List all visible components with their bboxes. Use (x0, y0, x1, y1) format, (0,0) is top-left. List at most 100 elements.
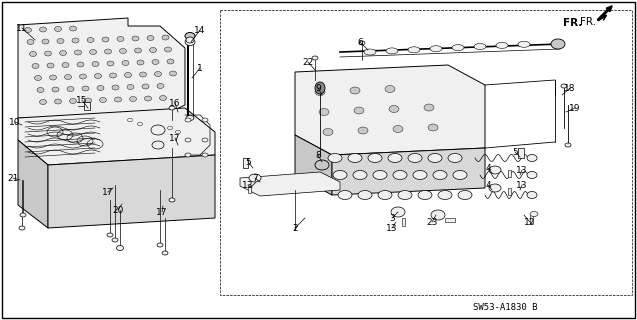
Ellipse shape (129, 97, 136, 101)
Ellipse shape (67, 86, 74, 92)
Ellipse shape (169, 71, 176, 76)
Ellipse shape (398, 190, 412, 199)
Bar (530, 215, 533, 223)
Ellipse shape (82, 86, 89, 91)
Ellipse shape (99, 98, 106, 102)
Ellipse shape (202, 138, 208, 142)
Ellipse shape (59, 51, 66, 55)
Bar (84, 102, 90, 110)
Bar (508, 170, 511, 177)
Ellipse shape (87, 37, 94, 43)
Ellipse shape (42, 39, 49, 44)
Ellipse shape (315, 89, 325, 95)
Text: 17: 17 (103, 188, 114, 196)
Ellipse shape (20, 213, 26, 217)
Ellipse shape (458, 190, 472, 199)
Ellipse shape (120, 49, 127, 53)
Ellipse shape (34, 76, 41, 81)
Ellipse shape (162, 35, 169, 40)
Bar (402, 218, 405, 226)
Ellipse shape (430, 46, 442, 52)
Ellipse shape (315, 82, 325, 94)
Ellipse shape (489, 184, 501, 192)
Ellipse shape (388, 154, 402, 163)
Ellipse shape (202, 153, 208, 157)
Ellipse shape (72, 38, 79, 43)
Text: 15: 15 (76, 95, 88, 105)
Bar (518, 148, 524, 158)
Ellipse shape (145, 96, 152, 101)
Ellipse shape (115, 97, 122, 102)
Ellipse shape (80, 74, 87, 79)
Text: 23: 23 (426, 218, 438, 227)
Polygon shape (295, 65, 485, 155)
Ellipse shape (551, 39, 565, 49)
Polygon shape (295, 135, 332, 195)
Text: 21: 21 (7, 173, 18, 182)
Ellipse shape (39, 100, 47, 105)
Ellipse shape (393, 125, 403, 132)
Ellipse shape (353, 171, 367, 180)
Ellipse shape (565, 143, 571, 147)
Ellipse shape (333, 171, 347, 180)
Ellipse shape (69, 26, 76, 31)
Ellipse shape (185, 153, 191, 157)
Polygon shape (18, 18, 185, 118)
Text: 3: 3 (389, 213, 395, 222)
Ellipse shape (408, 154, 422, 163)
Text: SW53-A1830 B: SW53-A1830 B (473, 303, 537, 313)
Ellipse shape (62, 62, 69, 68)
Ellipse shape (137, 60, 144, 65)
Ellipse shape (134, 48, 141, 53)
Ellipse shape (496, 43, 508, 48)
Ellipse shape (90, 50, 96, 54)
Ellipse shape (328, 154, 342, 163)
Ellipse shape (152, 141, 164, 149)
Ellipse shape (413, 171, 427, 180)
Ellipse shape (159, 95, 166, 100)
Ellipse shape (348, 154, 362, 163)
Bar (243, 158, 248, 168)
Text: 17: 17 (169, 133, 181, 142)
Ellipse shape (428, 154, 442, 163)
Text: 13: 13 (386, 223, 397, 233)
Ellipse shape (151, 125, 165, 135)
Text: 16: 16 (169, 99, 181, 108)
Text: 5: 5 (512, 148, 518, 156)
Text: FR.: FR. (562, 18, 582, 28)
Text: 10: 10 (10, 117, 21, 126)
Ellipse shape (408, 47, 420, 53)
Bar (248, 186, 251, 193)
Ellipse shape (186, 37, 194, 43)
Ellipse shape (32, 63, 39, 68)
Ellipse shape (39, 27, 47, 32)
Bar (445, 218, 455, 222)
Text: 1: 1 (197, 63, 203, 73)
Ellipse shape (97, 85, 104, 91)
Text: 2: 2 (292, 223, 298, 233)
Text: 13: 13 (516, 165, 527, 174)
Ellipse shape (350, 87, 360, 94)
Text: FR.: FR. (580, 17, 596, 27)
Ellipse shape (386, 48, 398, 54)
Text: 4: 4 (485, 180, 491, 189)
Polygon shape (240, 172, 340, 196)
Ellipse shape (530, 212, 538, 217)
Ellipse shape (29, 52, 36, 57)
Ellipse shape (75, 50, 82, 55)
Ellipse shape (385, 85, 395, 92)
Ellipse shape (527, 191, 537, 198)
Ellipse shape (418, 190, 432, 199)
Ellipse shape (24, 28, 31, 33)
Ellipse shape (389, 106, 399, 113)
Ellipse shape (438, 190, 452, 199)
Ellipse shape (77, 62, 84, 67)
Ellipse shape (112, 85, 119, 90)
Ellipse shape (319, 108, 329, 116)
Ellipse shape (453, 171, 467, 180)
Text: 17: 17 (156, 207, 168, 217)
Ellipse shape (452, 44, 464, 51)
Text: 7: 7 (252, 173, 258, 182)
Ellipse shape (85, 98, 92, 103)
Ellipse shape (52, 87, 59, 92)
